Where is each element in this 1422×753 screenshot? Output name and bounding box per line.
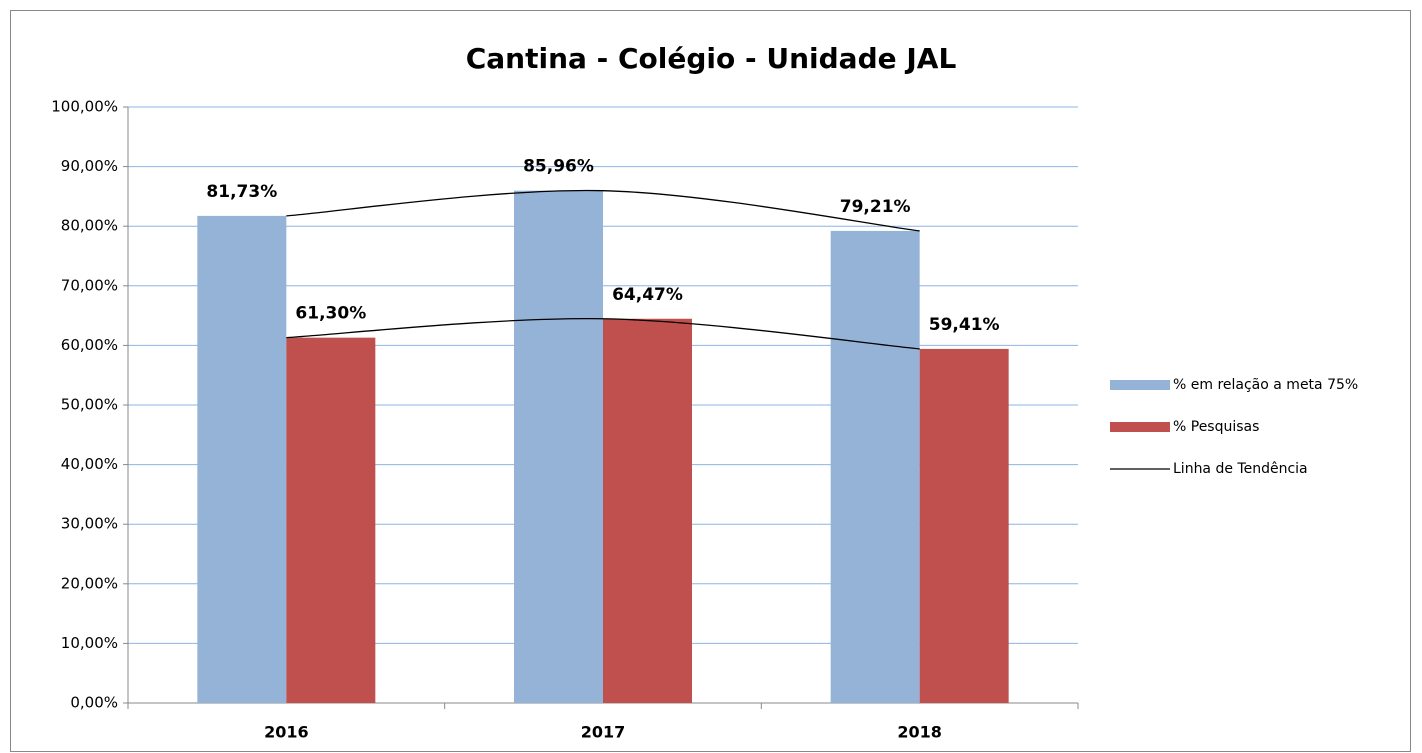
data-label: 61,30%: [295, 304, 366, 324]
legend-label: Linha de Tendência: [1173, 461, 1308, 477]
y-tick-label: 40,00%: [61, 455, 118, 473]
y-tick-label: 90,00%: [61, 157, 118, 175]
y-tick-label: 20,00%: [61, 574, 118, 592]
y-tick-label: 0,00%: [70, 694, 118, 712]
legend-label: % em relação a meta 75%: [1173, 377, 1358, 393]
y-tick-label: 60,00%: [61, 336, 118, 354]
bar: [197, 215, 287, 703]
trend-line: [286, 317, 920, 350]
y-tick-label: 100,00%: [51, 98, 118, 116]
data-label: 64,47%: [612, 285, 683, 305]
bar: [286, 337, 376, 703]
y-tick-label: 50,00%: [61, 396, 118, 414]
legend-label: % Pesquisas: [1173, 419, 1259, 435]
trend-line: [286, 189, 920, 232]
bar: [603, 318, 692, 703]
y-tick-label: 70,00%: [61, 276, 118, 294]
bar: [830, 230, 920, 704]
legend-swatch: [1110, 380, 1170, 390]
x-tick-label: 2017: [581, 723, 626, 742]
chart-title: Cantina - Colégio - Unidade JAL: [466, 42, 957, 75]
y-tick-label: 30,00%: [61, 515, 118, 533]
bar: [514, 190, 603, 703]
data-label: 59,41%: [929, 315, 1000, 335]
data-label: 79,21%: [840, 197, 911, 217]
bar: [919, 348, 1009, 703]
data-label: 81,73%: [206, 182, 277, 202]
x-tick-label: 2018: [897, 723, 942, 742]
data-label: 85,96%: [523, 157, 594, 177]
x-tick-label: 2016: [264, 723, 309, 742]
y-tick-label: 10,00%: [61, 634, 118, 652]
y-tick-label: 80,00%: [61, 217, 118, 235]
legend-swatch: [1110, 422, 1170, 432]
